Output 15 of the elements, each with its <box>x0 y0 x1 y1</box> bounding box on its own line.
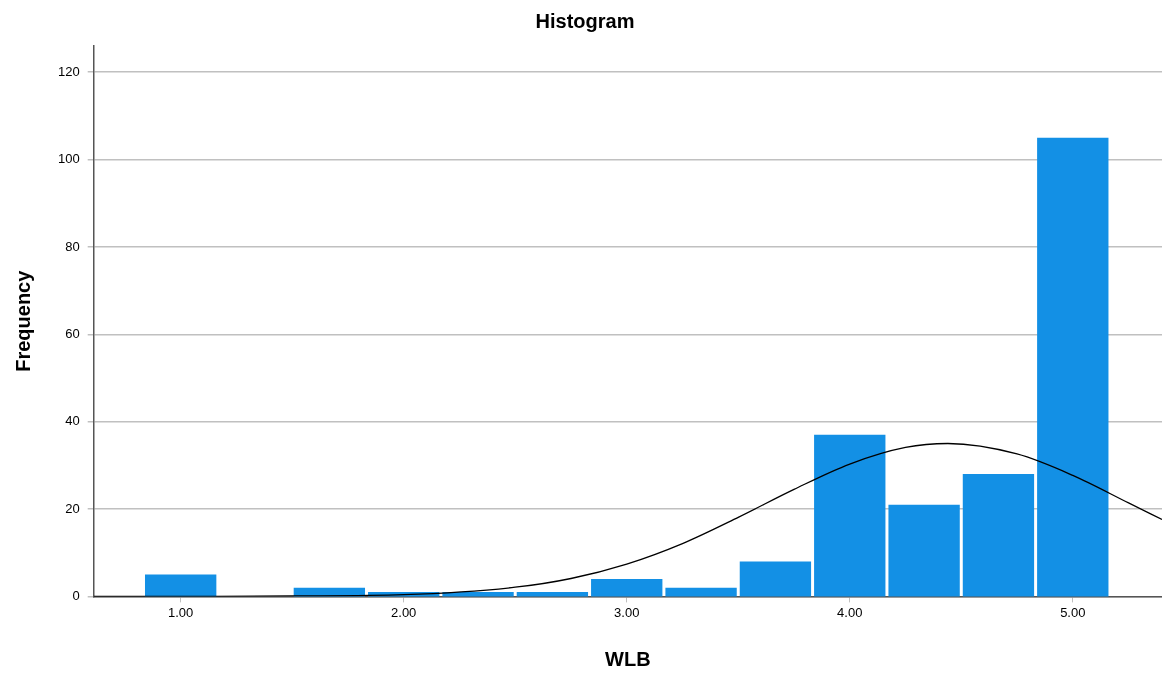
y-axis-title: Frequency <box>11 269 34 372</box>
y-tick-label: 100 <box>57 151 80 167</box>
x-tick-label: 2.00 <box>391 604 417 620</box>
y-tick-label: 80 <box>65 238 80 254</box>
x-axis-title: WLB <box>605 647 651 670</box>
x-tick-label: 5.00 <box>1060 604 1086 620</box>
y-tick-label: 120 <box>57 63 80 79</box>
chart-title: Histogram <box>535 9 635 32</box>
x-tick-label: 1.00 <box>168 604 194 620</box>
y-tick-label: 60 <box>65 325 80 341</box>
y-tick-label: 40 <box>65 413 80 429</box>
x-tick-label: 3.00 <box>614 604 640 620</box>
y-tick-label: 0 <box>72 587 80 603</box>
y-tick-label: 20 <box>65 500 80 516</box>
x-tick-label: 4.00 <box>837 604 863 620</box>
